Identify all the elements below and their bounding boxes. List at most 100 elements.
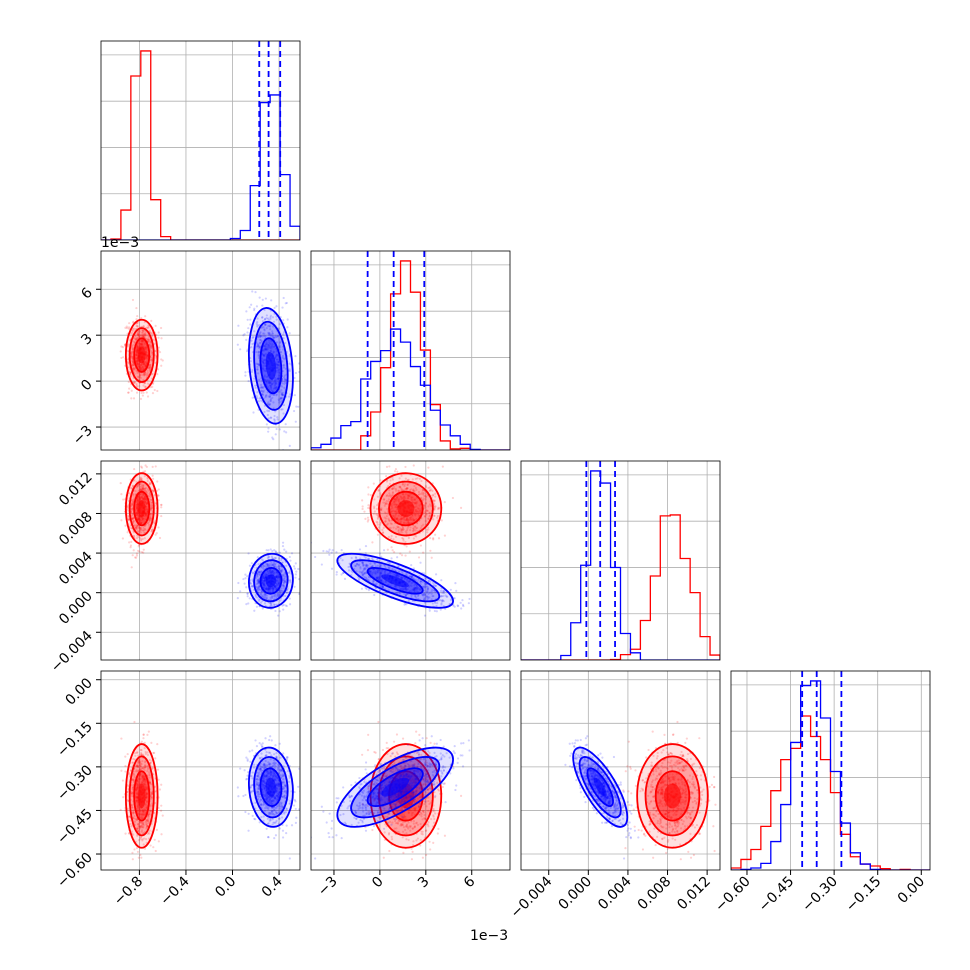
- sample-point: [145, 502, 148, 506]
- sample-point: [375, 576, 378, 579]
- sample-point: [145, 346, 148, 349]
- sample-point: [278, 341, 282, 344]
- sample-point: [387, 513, 390, 516]
- sample-point: [282, 603, 285, 607]
- sample-point: [280, 356, 283, 359]
- sample-point: [285, 301, 288, 305]
- sample-point: [263, 579, 267, 582]
- sample-point: [126, 349, 130, 353]
- sample-point: [129, 332, 133, 335]
- sample-point: [278, 610, 281, 613]
- sample-point: [271, 336, 274, 339]
- sample-point: [142, 779, 145, 782]
- sample-point: [142, 334, 145, 337]
- panel-content: [311, 251, 510, 450]
- sample-point: [260, 570, 263, 573]
- sample-point: [267, 586, 270, 590]
- sample-point: [253, 609, 256, 612]
- sample-point: [142, 737, 145, 740]
- sample-point: [150, 517, 153, 520]
- sample-point: [136, 351, 139, 354]
- sample-point: [153, 751, 156, 754]
- sample-point: [415, 502, 418, 505]
- sample-point: [391, 494, 394, 497]
- sample-point: [379, 579, 382, 582]
- sample-point: [152, 751, 155, 755]
- sample-point: [144, 761, 147, 764]
- sample-point: [246, 592, 249, 595]
- sample-point: [261, 564, 265, 567]
- sample-point: [380, 507, 383, 510]
- sample-point: [365, 563, 368, 566]
- sample-point: [425, 595, 428, 598]
- sample-point: [398, 570, 401, 573]
- sample-point: [265, 348, 268, 351]
- sample-point: [407, 579, 410, 583]
- sample-point: [441, 600, 444, 603]
- sample-point: [421, 593, 424, 596]
- sample-point: [143, 764, 147, 767]
- sample-point: [147, 813, 150, 816]
- sample-point: [289, 579, 292, 582]
- sample-point: [423, 614, 427, 617]
- sample-point: [278, 428, 281, 431]
- sample-point: [266, 343, 269, 346]
- sample-point: [292, 565, 296, 568]
- sample-point: [138, 493, 141, 496]
- sample-point: [379, 579, 383, 582]
- sample-point: [358, 570, 361, 573]
- sample-point: [270, 555, 274, 558]
- sample-point: [262, 367, 265, 370]
- sample-point: [135, 788, 138, 791]
- sample-point: [404, 530, 407, 533]
- sample-point: [134, 556, 138, 559]
- sample-point: [279, 400, 283, 403]
- sample-point: [133, 820, 137, 823]
- sample-point: [135, 796, 138, 799]
- sample-point: [138, 371, 141, 375]
- sample-point: [393, 470, 397, 473]
- sample-point: [391, 506, 394, 510]
- sample-point: [120, 356, 123, 360]
- sample-point: [140, 825, 144, 828]
- sample-point: [274, 386, 277, 390]
- sample-point: [135, 348, 138, 351]
- sample-point: [141, 813, 144, 816]
- sample-point: [417, 556, 421, 559]
- sample-point: [400, 587, 403, 590]
- sample-point: [262, 326, 265, 329]
- sample-point: [276, 377, 280, 380]
- sample-point: [140, 539, 143, 542]
- sample-point: [371, 557, 374, 560]
- sample-point: [415, 518, 418, 521]
- sample-point: [402, 522, 405, 525]
- sample-point: [137, 514, 140, 518]
- sample-point: [143, 470, 147, 473]
- sample-point: [263, 584, 266, 588]
- sample-point: [144, 783, 148, 787]
- sample-point: [281, 604, 284, 607]
- sample-point: [264, 323, 267, 327]
- sample-point: [412, 588, 415, 591]
- sample-point: [273, 594, 276, 597]
- sample-point: [142, 335, 145, 338]
- sample-point: [136, 375, 140, 378]
- sample-point: [137, 780, 140, 783]
- sample-point: [250, 585, 253, 588]
- sample-point: [394, 467, 398, 471]
- sample-point: [262, 583, 265, 586]
- sample-point: [391, 502, 394, 505]
- sample-point: [401, 517, 404, 520]
- sample-point: [384, 517, 388, 520]
- sample-point: [246, 331, 249, 334]
- sample-point: [261, 316, 264, 319]
- sample-point: [276, 416, 279, 419]
- sample-point: [328, 553, 331, 556]
- sample-point: [145, 786, 148, 789]
- sample-point: [143, 783, 147, 786]
- sample-point: [433, 499, 436, 502]
- sample-point: [145, 355, 148, 359]
- sample-point: [136, 787, 139, 790]
- sample-point: [135, 807, 138, 810]
